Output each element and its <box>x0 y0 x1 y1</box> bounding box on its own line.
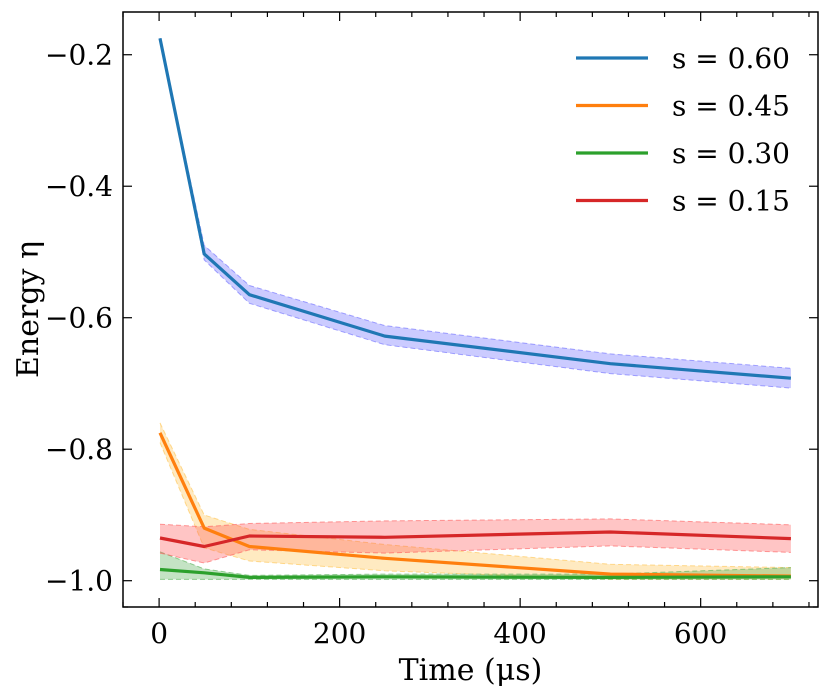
y-tick-label: −1.0 <box>45 565 113 598</box>
line-series-3 <box>159 567 791 580</box>
y-tick-label: −0.2 <box>45 39 113 72</box>
y-tick-label: −0.6 <box>45 302 113 335</box>
x-axis-label: Time (μs) <box>399 653 543 688</box>
x-tick-label: 600 <box>674 617 727 650</box>
line-series-4 <box>159 530 791 549</box>
x-tick-label: 200 <box>313 617 366 650</box>
x-tick-label: 0 <box>150 617 168 650</box>
x-tick-label: 400 <box>493 617 546 650</box>
y-tick-label: −0.4 <box>45 170 113 203</box>
legend-label-series-3: s = 0.30 <box>672 137 790 170</box>
y-axis-label: Energy η <box>11 241 46 378</box>
line-series-2 <box>158 432 791 578</box>
legend-label-series-2: s = 0.45 <box>672 90 790 123</box>
series-lines <box>158 37 792 580</box>
legend: s = 0.60 s = 0.45 s = 0.30 s = 0.15 <box>576 42 790 218</box>
band-series-4 <box>160 518 791 563</box>
plot-frame <box>122 11 819 608</box>
band-series-2 <box>160 422 791 580</box>
line-series-1 <box>158 37 792 380</box>
legend-label-series-4: s = 0.15 <box>672 185 790 218</box>
legend-label-series-1: s = 0.60 <box>672 42 790 75</box>
tick-labels: 0 200 400 600 −0.2 −0.4 −0.6 −0.8 −1.0 <box>45 39 727 650</box>
band-upper-edge-series-4 <box>159 518 791 528</box>
y-tick-label: −0.8 <box>45 433 113 466</box>
